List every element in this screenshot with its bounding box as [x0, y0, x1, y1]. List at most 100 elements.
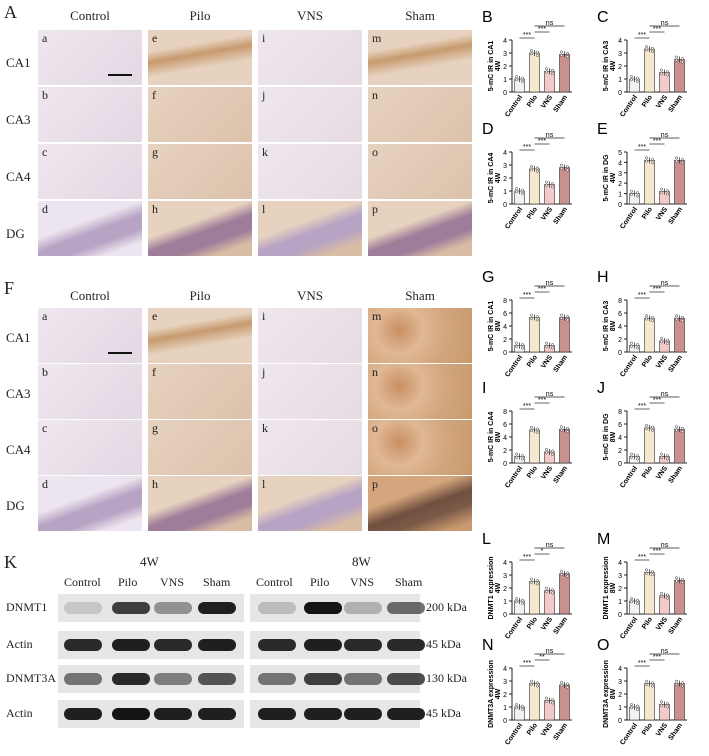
data-point-o	[630, 706, 633, 710]
y-tick-label-b: 4	[503, 38, 507, 45]
lane-label-vns-4w: VNS	[160, 575, 185, 589]
micrograph-4w-ca3-control: b	[38, 87, 142, 142]
data-point-g	[551, 343, 554, 347]
data-point-m	[660, 591, 663, 595]
x-tick-label-o: Control	[619, 722, 639, 746]
data-point-i	[560, 428, 563, 432]
y-tick-label-i: 4	[503, 435, 507, 442]
bar-e-sham	[674, 160, 685, 205]
data-point-j	[645, 424, 648, 427]
data-point-b	[530, 49, 533, 53]
data-point-h	[636, 343, 639, 347]
sig-label-m: ***	[653, 548, 661, 555]
y-tick-label-o: 4	[618, 666, 622, 673]
data-point-b	[536, 50, 539, 54]
data-point-j	[651, 425, 654, 429]
y-tick-label-l: 1	[503, 599, 507, 606]
micrograph-8w-ca3-sham: n	[368, 364, 472, 419]
x-tick-label-e: Sham	[667, 206, 684, 226]
blot-band	[154, 639, 192, 651]
y-tick-label-o: 2	[618, 692, 622, 699]
data-point-b	[515, 78, 518, 82]
data-point-b	[551, 72, 554, 76]
x-tick-label-h: Pilo	[641, 354, 654, 369]
data-point-b	[536, 53, 539, 57]
sublabel-4w-f: f	[152, 88, 156, 102]
column-header-sham-8w: Sham	[405, 288, 435, 303]
x-tick-label-g: Control	[504, 354, 524, 378]
data-point-c	[660, 71, 663, 75]
data-point-c	[675, 58, 678, 62]
chart-panel-label-c: C	[597, 9, 609, 26]
kda-label-dnmt1: 200 kDa	[426, 600, 467, 614]
y-axis-time-h: 8W	[610, 320, 617, 331]
blot-band	[198, 639, 236, 651]
sublabel-4w-i: i	[262, 31, 266, 45]
data-point-c	[666, 73, 669, 77]
data-point-d	[515, 187, 518, 191]
sig-label-o: ns	[661, 648, 669, 655]
data-point-m	[666, 593, 669, 597]
y-tick-label-j: 0	[618, 461, 622, 468]
data-point-b	[545, 70, 548, 74]
x-tick-label-m: Pilo	[641, 616, 654, 631]
micrograph-4w-ca3-pilo: f	[148, 87, 252, 142]
data-point-l	[566, 571, 569, 575]
y-tick-label-m: 3	[618, 573, 622, 580]
data-point-d	[530, 168, 533, 172]
data-point-g	[530, 313, 533, 317]
y-tick-label-g: 4	[503, 324, 507, 331]
data-point-b	[566, 52, 569, 55]
y-tick-label-j: 4	[618, 435, 622, 442]
y-axis-label-j: 5-mC IR in DG	[603, 413, 610, 461]
y-axis-label-n: DNMT3A expression	[488, 660, 495, 728]
blot-band	[112, 602, 150, 614]
data-point-n	[545, 696, 548, 700]
y-tick-label-i: 0	[503, 461, 507, 468]
column-header-control-8w: Control	[70, 288, 110, 303]
sig-label-h: ***	[638, 292, 646, 299]
sig-label-g: ns	[546, 280, 554, 287]
data-point-h	[630, 344, 633, 348]
bar-g-pilo	[529, 317, 540, 353]
row-label-ca1-8w: CA1	[6, 330, 31, 345]
data-point-h	[681, 319, 684, 323]
blot-band	[112, 708, 150, 720]
data-point-d	[530, 165, 533, 168]
blot-band	[344, 602, 382, 614]
data-point-l	[551, 588, 554, 592]
bar-h-pilo	[644, 317, 655, 353]
data-point-j	[636, 454, 639, 458]
x-tick-label-e: VNS	[655, 206, 669, 222]
sig-label-n: **	[539, 654, 545, 661]
data-point-e	[675, 159, 678, 163]
x-tick-label-l: Pilo	[526, 616, 539, 631]
data-point-g	[560, 316, 563, 320]
x-tick-label-m: Sham	[667, 616, 684, 636]
data-point-l	[560, 569, 563, 573]
data-point-b	[545, 67, 548, 71]
sublabel-4w-c: c	[42, 145, 48, 159]
data-point-m	[636, 598, 639, 602]
micrograph-8w-ca4-vns: k	[258, 420, 362, 475]
sig-label-e: ***	[653, 138, 661, 145]
y-axis-time-n: 4W	[495, 688, 502, 699]
micrograph-4w-ca3-vns: j	[258, 87, 362, 142]
blot-band	[154, 602, 192, 614]
micrograph-4w-ca1-pilo: e	[148, 30, 252, 85]
data-point-d	[536, 166, 539, 170]
bar-e-pilo	[644, 160, 655, 205]
blot-label-dnmt3a: DNMT3A	[6, 671, 56, 685]
x-tick-label-h: Sham	[667, 354, 684, 374]
sublabel-8w-i: i	[262, 309, 266, 323]
y-tick-label-d: 4	[503, 150, 507, 157]
x-tick-label-n: VNS	[540, 722, 554, 738]
data-point-e	[660, 187, 663, 191]
data-point-n	[521, 707, 524, 711]
chart-panel-label-o: O	[597, 637, 609, 654]
data-point-o	[681, 681, 684, 685]
y-tick-label-c: 1	[618, 77, 622, 84]
data-point-n	[515, 706, 518, 710]
micrograph-8w-ca4-pilo: g	[148, 420, 252, 475]
data-point-e	[666, 192, 669, 196]
